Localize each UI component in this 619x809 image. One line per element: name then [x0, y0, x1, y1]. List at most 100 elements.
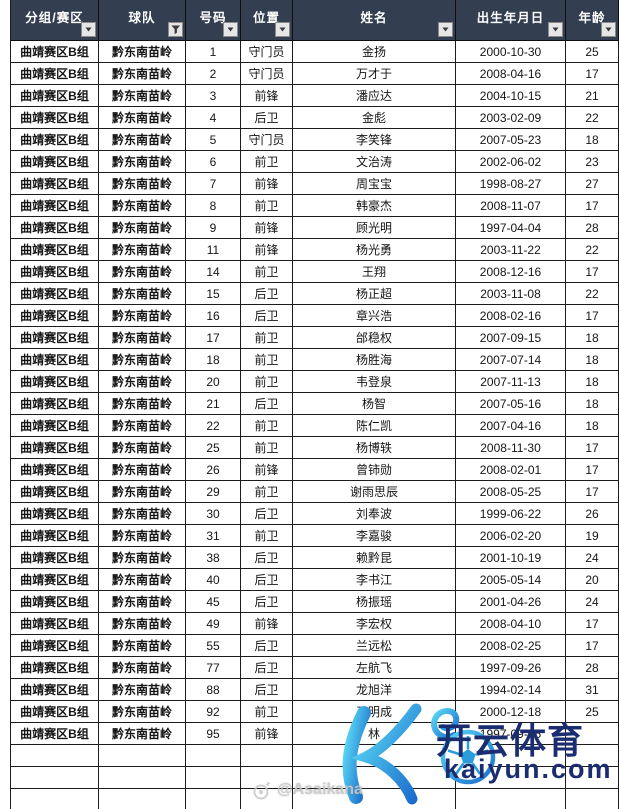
cell-name[interactable]: 万才于: [293, 63, 456, 84]
cell-name[interactable]: 韦登泉: [293, 371, 456, 392]
cell-team[interactable]: 黔东南苗岭: [99, 195, 186, 216]
cell-position[interactable]: 前锋: [241, 723, 293, 744]
cell-age[interactable]: 21: [566, 85, 619, 106]
cell-number[interactable]: 9: [186, 217, 241, 238]
cell-name[interactable]: 王翔: [293, 261, 456, 282]
cell-birthdate[interactable]: 2008-05-25: [456, 481, 566, 502]
cell-age[interactable]: 24: [566, 591, 619, 612]
cell-name[interactable]: 杨博轶: [293, 437, 456, 458]
cell-birthdate[interactable]: 2001-10-19: [456, 547, 566, 568]
cell-birthdate[interactable]: 2001-04-26: [456, 591, 566, 612]
cell-number[interactable]: 16: [186, 305, 241, 326]
cell-name[interactable]: 杨振瑶: [293, 591, 456, 612]
cell-number[interactable]: [186, 745, 241, 766]
cell-group[interactable]: 曲靖赛区B组: [11, 85, 99, 106]
cell-team[interactable]: 黔东南苗岭: [99, 261, 186, 282]
cell-name[interactable]: 章兴浩: [293, 305, 456, 326]
cell-birthdate[interactable]: 2008-04-10: [456, 613, 566, 634]
cell-age[interactable]: 17: [566, 63, 619, 84]
cell-group[interactable]: 曲靖赛区B组: [11, 679, 99, 700]
cell-position[interactable]: 后卫: [241, 283, 293, 304]
cell-number[interactable]: 21: [186, 393, 241, 414]
cell-age[interactable]: [566, 767, 619, 788]
cell-name[interactable]: 周宝宝: [293, 173, 456, 194]
cell-team[interactable]: 黔东南苗岭: [99, 613, 186, 634]
cell-group[interactable]: 曲靖赛区B组: [11, 701, 99, 722]
cell-age[interactable]: 28: [566, 217, 619, 238]
cell-team[interactable]: 黔东南苗岭: [99, 63, 186, 84]
cell-number[interactable]: 26: [186, 459, 241, 480]
cell-age[interactable]: 24: [566, 547, 619, 568]
cell-group[interactable]: 曲靖赛区B组: [11, 459, 99, 480]
cell-number[interactable]: 7: [186, 173, 241, 194]
cell-name[interactable]: 金扬: [293, 41, 456, 62]
cell-number[interactable]: 20: [186, 371, 241, 392]
cell-birthdate[interactable]: 2008-02-01: [456, 459, 566, 480]
cell-position[interactable]: 后卫: [241, 569, 293, 590]
cell-position[interactable]: 前锋: [241, 239, 293, 260]
cell-birthdate[interactable]: 2008-11-07: [456, 195, 566, 216]
cell-age[interactable]: 18: [566, 393, 619, 414]
cell-group[interactable]: 曲靖赛区B组: [11, 349, 99, 370]
cell-team[interactable]: [99, 789, 186, 809]
cell-birthdate[interactable]: 2000-10-30: [456, 41, 566, 62]
cell-position[interactable]: [241, 789, 293, 809]
cell-number[interactable]: 17: [186, 327, 241, 348]
cell-birthdate[interactable]: 2008-02-25: [456, 635, 566, 656]
filter-dropdown-button-name[interactable]: [438, 22, 453, 37]
cell-group[interactable]: 曲靖赛区B组: [11, 393, 99, 414]
filter-dropdown-button-position[interactable]: [275, 22, 290, 37]
cell-group[interactable]: 曲靖赛区B组: [11, 481, 99, 502]
cell-position[interactable]: 后卫: [241, 679, 293, 700]
cell-team[interactable]: 黔东南苗岭: [99, 305, 186, 326]
cell-age[interactable]: 27: [566, 173, 619, 194]
cell-age[interactable]: 17: [566, 635, 619, 656]
cell-number[interactable]: 95: [186, 723, 241, 744]
cell-team[interactable]: 黔东南苗岭: [99, 591, 186, 612]
cell-position[interactable]: 后卫: [241, 657, 293, 678]
cell-age[interactable]: 17: [566, 481, 619, 502]
cell-birthdate[interactable]: 2007-09-15: [456, 327, 566, 348]
cell-number[interactable]: 3: [186, 85, 241, 106]
cell-age[interactable]: 22: [566, 239, 619, 260]
cell-number[interactable]: [186, 767, 241, 788]
cell-position[interactable]: 前卫: [241, 701, 293, 722]
cell-age[interactable]: 26: [566, 503, 619, 524]
cell-number[interactable]: 49: [186, 613, 241, 634]
cell-position[interactable]: 前卫: [241, 437, 293, 458]
cell-name[interactable]: 林: [293, 723, 456, 744]
cell-position[interactable]: 后卫: [241, 503, 293, 524]
cell-group[interactable]: 曲靖赛区B组: [11, 591, 99, 612]
cell-birthdate[interactable]: 2005-05-14: [456, 569, 566, 590]
cell-age[interactable]: 18: [566, 415, 619, 436]
filter-applied-button-team[interactable]: [168, 22, 183, 37]
cell-group[interactable]: 曲靖赛区B组: [11, 613, 99, 634]
cell-number[interactable]: 40: [186, 569, 241, 590]
cell-group[interactable]: 曲靖赛区B组: [11, 327, 99, 348]
cell-birthdate[interactable]: [456, 745, 566, 766]
cell-name[interactable]: 杨胜海: [293, 349, 456, 370]
cell-age[interactable]: 17: [566, 261, 619, 282]
cell-group[interactable]: 曲靖赛区B组: [11, 547, 99, 568]
cell-age[interactable]: 18: [566, 349, 619, 370]
cell-group[interactable]: 曲靖赛区B组: [11, 195, 99, 216]
cell-name[interactable]: 顾光明: [293, 217, 456, 238]
cell-name[interactable]: [293, 789, 456, 809]
cell-name[interactable]: 邰稳权: [293, 327, 456, 348]
cell-age[interactable]: 17: [566, 613, 619, 634]
cell-number[interactable]: 18: [186, 349, 241, 370]
cell-team[interactable]: 黔东南苗岭: [99, 547, 186, 568]
cell-number[interactable]: 5: [186, 129, 241, 150]
cell-position[interactable]: 前锋: [241, 217, 293, 238]
cell-group[interactable]: 曲靖赛区B组: [11, 41, 99, 62]
cell-birthdate[interactable]: 2008-02-16: [456, 305, 566, 326]
cell-position[interactable]: 后卫: [241, 305, 293, 326]
cell-name[interactable]: 杨光勇: [293, 239, 456, 260]
cell-birthdate[interactable]: 2007-04-16: [456, 415, 566, 436]
cell-age[interactable]: 31: [566, 679, 619, 700]
cell-team[interactable]: 黔东南苗岭: [99, 569, 186, 590]
cell-team[interactable]: 黔东南苗岭: [99, 525, 186, 546]
cell-team[interactable]: 黔东南苗岭: [99, 327, 186, 348]
cell-position[interactable]: 守门员: [241, 129, 293, 150]
cell-position[interactable]: 前卫: [241, 415, 293, 436]
